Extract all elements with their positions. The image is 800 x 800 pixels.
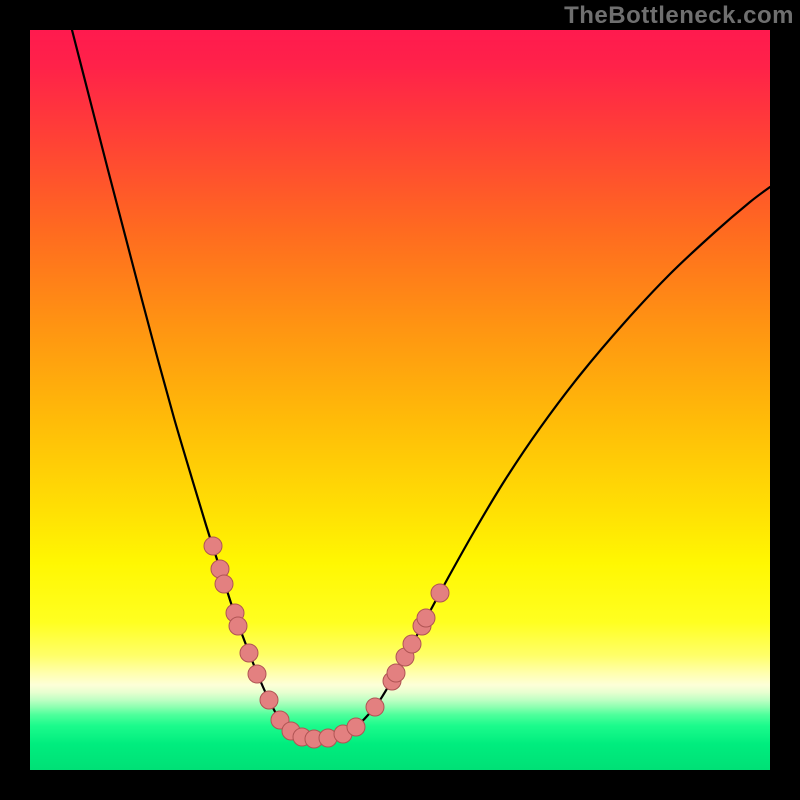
data-marker bbox=[215, 575, 233, 593]
data-marker bbox=[347, 718, 365, 736]
data-marker bbox=[403, 635, 421, 653]
data-marker bbox=[248, 665, 266, 683]
watermark-text: TheBottleneck.com bbox=[564, 2, 794, 30]
curve-layer bbox=[0, 0, 800, 800]
data-marker bbox=[240, 644, 258, 662]
data-marker bbox=[260, 691, 278, 709]
data-marker bbox=[204, 537, 222, 555]
data-marker bbox=[366, 698, 384, 716]
data-marker bbox=[417, 609, 435, 627]
data-marker bbox=[229, 617, 247, 635]
data-marker bbox=[431, 584, 449, 602]
chart-stage: TheBottleneck.com bbox=[0, 0, 800, 800]
data-marker bbox=[387, 664, 405, 682]
